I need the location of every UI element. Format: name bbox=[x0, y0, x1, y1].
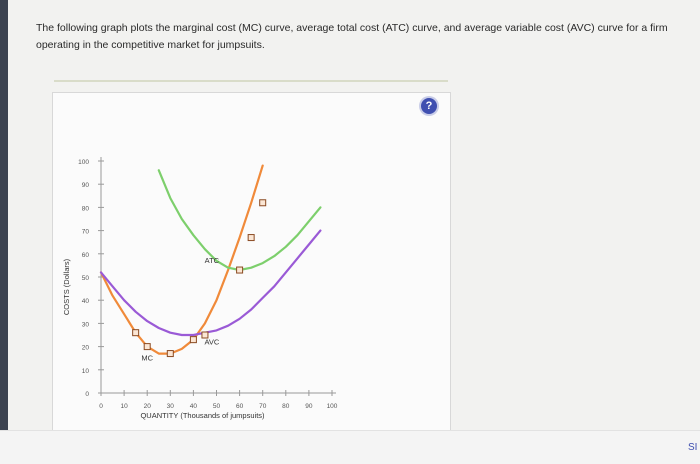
bottom-toolbar bbox=[0, 430, 700, 464]
section-divider bbox=[54, 80, 448, 82]
left-window-strip bbox=[0, 0, 8, 463]
help-button[interactable]: ? bbox=[421, 98, 437, 114]
question-text: The following graph plots the marginal c… bbox=[36, 22, 668, 51]
corner-button-text[interactable]: SI bbox=[688, 442, 698, 453]
graph-panel bbox=[52, 92, 451, 432]
